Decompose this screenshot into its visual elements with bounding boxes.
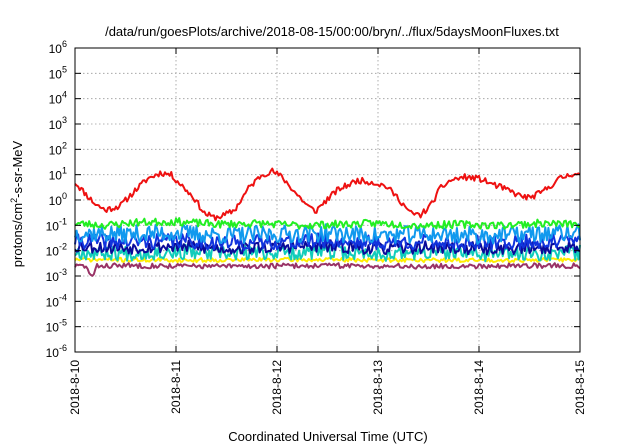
y-tick-label: 10-1	[46, 216, 67, 233]
x-tick-label: 2018-8-14	[472, 360, 486, 415]
x-tick-label: 2018-8-12	[270, 360, 284, 415]
y-tick-label: 10-6	[46, 343, 67, 360]
series-line	[74, 262, 581, 277]
series-line	[74, 232, 581, 251]
series-line	[74, 217, 581, 230]
y-tick-label: 105	[49, 64, 67, 81]
y-tick-label: 104	[49, 90, 67, 107]
series-line	[74, 239, 581, 256]
x-tick-label: 2018-8-10	[68, 360, 82, 415]
chart-title: /data/run/goesPlots/archive/2018-08-15/0…	[105, 24, 559, 39]
x-axis-label: Coordinated Universal Time (UTC)	[228, 429, 427, 444]
y-tick-label: 10-4	[46, 292, 67, 309]
y-tick-label: 10-5	[46, 318, 67, 335]
y-axis-label: protons/cm2-s-sr-MeV	[9, 140, 25, 267]
y-tick-label: 101	[49, 166, 67, 183]
series-line	[74, 167, 581, 222]
x-tick-label: 2018-8-11	[169, 360, 183, 414]
y-tick-label: 102	[49, 140, 67, 157]
y-tick-label: 106	[49, 39, 67, 56]
x-tick-label: 2018-8-13	[371, 360, 385, 415]
series-layer	[74, 167, 581, 277]
series-line	[74, 256, 581, 264]
y-tick-label: 10-3	[46, 267, 67, 284]
series-line	[74, 223, 581, 245]
y-tick-label: 100	[49, 191, 67, 208]
y-tick-label: 103	[49, 115, 67, 132]
x-tick-label: 2018-8-15	[573, 360, 587, 415]
y-tick-label: 10-2	[46, 242, 67, 259]
